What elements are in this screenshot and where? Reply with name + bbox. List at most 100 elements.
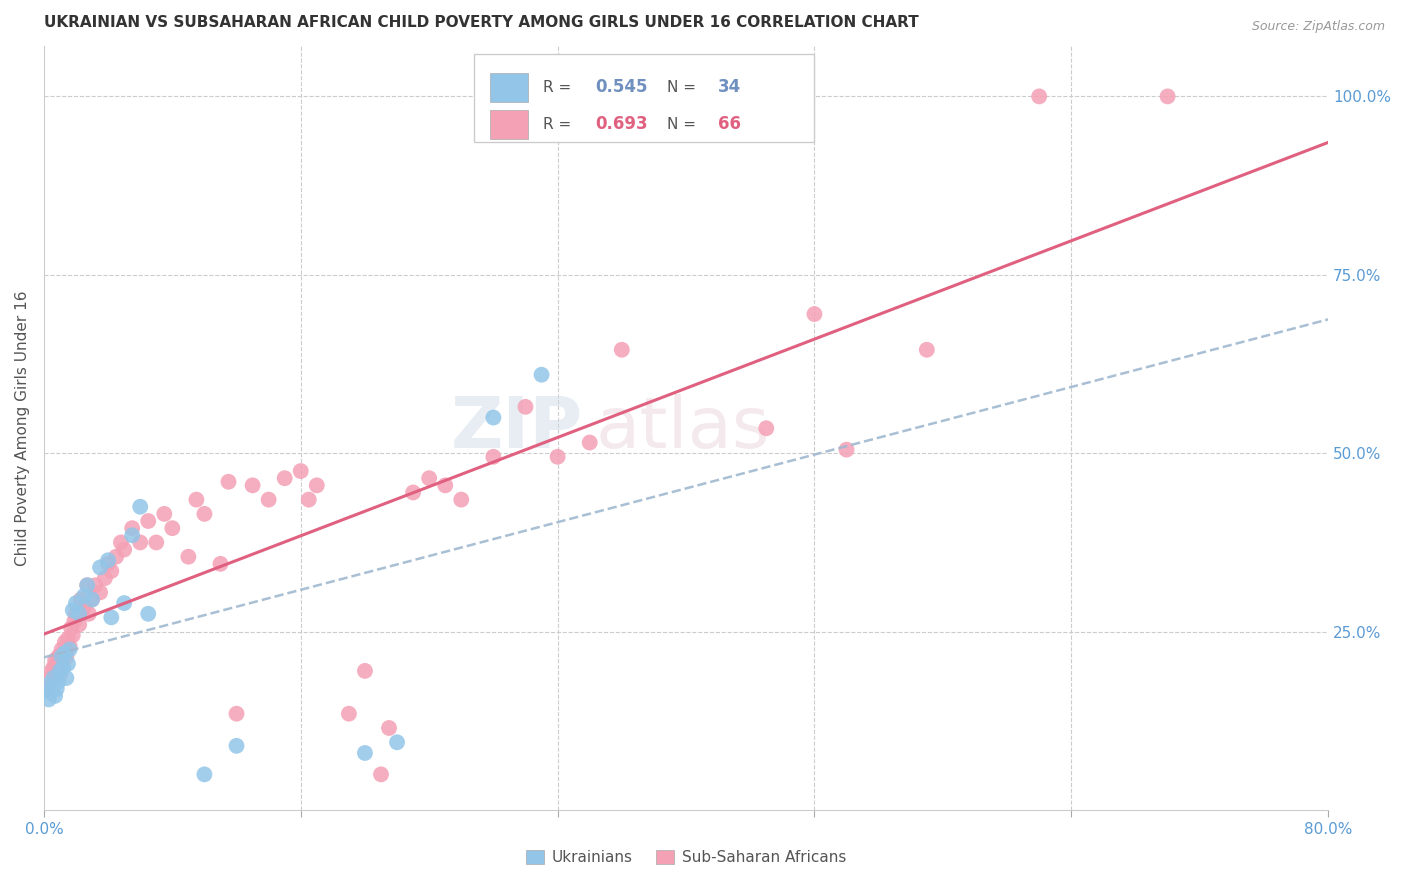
Point (162, 521, 184, 535)
Point (35, 678, 58, 692)
Point (385, 735, 408, 749)
Point (56, 657, 79, 671)
Point (136, 607, 159, 621)
Point (482, 410, 505, 425)
Point (73, 589, 96, 603)
Point (56, 632, 79, 646)
Point (193, 507, 215, 521)
Point (209, 557, 232, 571)
Point (418, 471, 440, 485)
Text: atlas: atlas (596, 393, 770, 463)
Point (755, 421, 778, 435)
Point (547, 450, 569, 464)
Point (225, 706, 247, 721)
Point (89, 560, 111, 574)
Point (51, 642, 73, 657)
Point (62, 628, 84, 642)
Point (72, 603, 94, 617)
Point (136, 514, 159, 528)
Point (97, 553, 120, 567)
Point (129, 500, 152, 514)
Point (77, 607, 100, 621)
Point (242, 478, 264, 492)
Point (60, 621, 83, 635)
Point (100, 564, 122, 578)
Point (193, 767, 215, 781)
Text: N =: N = (666, 80, 700, 95)
Point (273, 471, 295, 485)
Point (58, 639, 80, 653)
Point (298, 492, 321, 507)
Y-axis label: Child Poverty Among Girls Under 16: Child Poverty Among Girls Under 16 (15, 291, 30, 566)
Point (105, 549, 128, 564)
Point (42, 671, 65, 685)
Point (803, 307, 825, 321)
Point (121, 528, 143, 542)
Point (65, 607, 87, 621)
Point (1028, 89, 1050, 103)
Point (337, 706, 360, 721)
Point (76, 578, 98, 592)
Point (100, 610, 122, 624)
Point (112, 596, 135, 610)
Point (97, 557, 120, 571)
Text: 66: 66 (718, 115, 741, 133)
Text: UKRAINIAN VS SUBSAHARAN AFRICAN CHILD POVERTY AMONG GIRLS UNDER 16 CORRELATION C: UKRAINIAN VS SUBSAHARAN AFRICAN CHILD PO… (44, 15, 918, 30)
Point (578, 435, 600, 450)
Text: 34: 34 (718, 78, 741, 96)
Point (55, 671, 77, 685)
Point (110, 535, 132, 549)
Point (76, 578, 98, 592)
Point (482, 450, 505, 464)
Point (112, 542, 135, 557)
Point (94, 571, 117, 585)
Point (378, 721, 401, 735)
Point (53, 635, 76, 649)
Point (46, 649, 69, 664)
Point (39, 685, 62, 699)
Text: R =: R = (544, 117, 576, 132)
Point (354, 746, 377, 760)
Point (67, 607, 90, 621)
Point (450, 492, 472, 507)
Point (35, 681, 58, 696)
Point (69, 592, 91, 607)
Point (1156, 89, 1178, 103)
Point (51, 649, 73, 664)
Point (218, 475, 240, 489)
Text: 0.545: 0.545 (595, 78, 647, 96)
Point (41, 664, 63, 678)
Point (89, 585, 111, 599)
Point (515, 400, 537, 414)
Point (915, 343, 938, 357)
Bar (489, 110, 529, 139)
Point (186, 492, 208, 507)
Point (58, 642, 80, 657)
Point (42, 660, 65, 674)
Point (45, 681, 67, 696)
Point (62, 603, 84, 617)
Text: N =: N = (666, 117, 700, 132)
Point (67, 617, 90, 632)
Point (84, 578, 107, 592)
Point (434, 478, 457, 492)
Point (53, 646, 76, 660)
Point (41, 681, 63, 696)
Point (46, 674, 69, 689)
Point (177, 549, 200, 564)
Point (73, 599, 96, 614)
Point (530, 368, 553, 382)
Point (153, 507, 176, 521)
Point (55, 649, 77, 664)
Point (45, 657, 67, 671)
Point (44, 653, 66, 667)
Point (63, 614, 86, 628)
Legend: Ukrainians, Sub-Saharan Africans: Ukrainians, Sub-Saharan Africans (520, 844, 852, 871)
Point (402, 485, 425, 500)
Point (257, 492, 280, 507)
Point (145, 535, 167, 549)
Point (225, 739, 247, 753)
Point (610, 343, 633, 357)
Point (121, 521, 143, 535)
Point (52, 646, 75, 660)
